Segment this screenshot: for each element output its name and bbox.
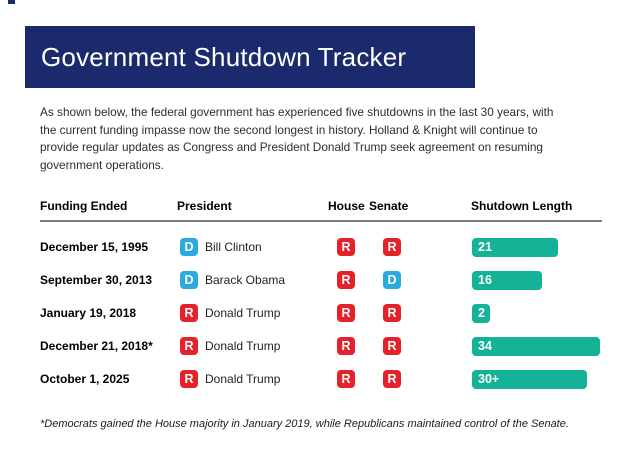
funding-ended-date: December 21, 2018* bbox=[40, 339, 153, 353]
president-name: Bill Clinton bbox=[205, 240, 262, 254]
shutdown-length-bar: 21 bbox=[472, 238, 558, 257]
senate-party-badge: R bbox=[383, 337, 401, 355]
intro-paragraph: As shown below, the federal government h… bbox=[40, 105, 554, 172]
house-party-badge: R bbox=[337, 370, 355, 388]
shutdown-length-bar: 34 bbox=[472, 337, 600, 356]
funding-ended-date: December 15, 1995 bbox=[40, 240, 149, 254]
senate-party-badge: R bbox=[383, 304, 401, 322]
table-row: October 1, 2025 R Donald Trump R R 30+ bbox=[0, 370, 637, 389]
column-header-funding-ended: Funding Ended bbox=[40, 199, 128, 213]
president-party-badge: D bbox=[180, 271, 198, 289]
president-name: Donald Trump bbox=[205, 339, 281, 353]
president-party-badge: D bbox=[180, 238, 198, 256]
senate-party-badge: R bbox=[383, 238, 401, 256]
table-row: December 21, 2018* R Donald Trump R R 34 bbox=[0, 337, 637, 356]
house-party-badge: R bbox=[337, 337, 355, 355]
column-header-shutdown-length: Shutdown Length bbox=[471, 199, 573, 213]
corner-artifact bbox=[8, 0, 15, 4]
senate-party-badge: D bbox=[383, 271, 401, 289]
column-header-senate: Senate bbox=[369, 199, 409, 213]
shutdown-length-bar: 30+ bbox=[472, 370, 587, 389]
president-name: Barack Obama bbox=[205, 273, 286, 287]
header-divider bbox=[40, 220, 602, 222]
column-header-house: House bbox=[328, 199, 365, 213]
funding-ended-date: October 1, 2025 bbox=[40, 372, 130, 386]
funding-ended-date: January 19, 2018 bbox=[40, 306, 137, 320]
table-row: January 19, 2018 R Donald Trump R R 2 bbox=[0, 304, 637, 323]
title-banner: Government Shutdown Tracker bbox=[25, 26, 475, 88]
footnote: *Democrats gained the House majority in … bbox=[40, 418, 569, 430]
house-party-badge: R bbox=[337, 238, 355, 256]
table-row: December 15, 1995 D Bill Clinton R R 21 bbox=[0, 238, 637, 257]
funding-ended-date: September 30, 2013 bbox=[40, 273, 153, 287]
president-party-badge: R bbox=[180, 337, 198, 355]
senate-party-badge: R bbox=[383, 370, 401, 388]
president-party-badge: R bbox=[180, 304, 198, 322]
shutdown-length-bar: 16 bbox=[472, 271, 542, 290]
page-title: Government Shutdown Tracker bbox=[41, 42, 407, 72]
column-header-president: President bbox=[177, 199, 232, 213]
shutdown-length-bar: 2 bbox=[472, 304, 490, 323]
house-party-badge: R bbox=[337, 304, 355, 322]
president-party-badge: R bbox=[180, 370, 198, 388]
president-name: Donald Trump bbox=[205, 372, 281, 386]
house-party-badge: R bbox=[337, 271, 355, 289]
table-row: September 30, 2013 D Barack Obama R D 16 bbox=[0, 271, 637, 290]
president-name: Donald Trump bbox=[205, 306, 281, 320]
